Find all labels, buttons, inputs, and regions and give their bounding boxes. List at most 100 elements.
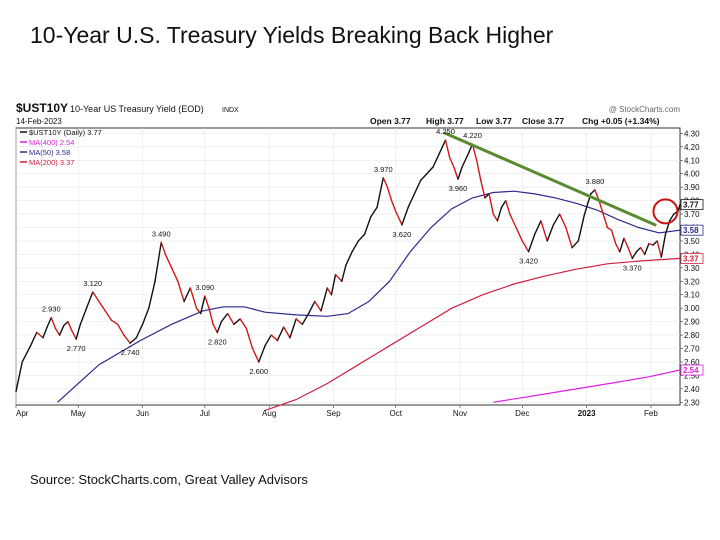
price-segment xyxy=(448,156,455,168)
highlight-circle xyxy=(652,198,679,225)
price-segment xyxy=(546,224,555,242)
y-tick-label: 2.80 xyxy=(684,331,700,340)
price-segment xyxy=(135,323,144,339)
x-tick-label: Oct xyxy=(389,409,402,418)
price-segment xyxy=(54,327,61,336)
ohlc-open: Open 3.77 xyxy=(370,116,411,126)
point-label: 3.420 xyxy=(519,257,538,266)
series-group xyxy=(15,131,681,411)
price-segment xyxy=(363,216,372,235)
price-segment xyxy=(307,300,316,315)
chart-date: 14-Feb-2023 xyxy=(16,117,62,126)
x-tick-label: Nov xyxy=(453,409,467,418)
price-segment xyxy=(334,273,343,282)
point-label: 3.970 xyxy=(374,165,393,174)
legend-label: MA(50) 3.58 xyxy=(29,148,70,157)
price-segment xyxy=(426,166,434,175)
point-label: 2.740 xyxy=(121,348,140,357)
x-tick-label: Jun xyxy=(136,409,149,418)
source-note: Source: StockCharts.com, Great Valley Ad… xyxy=(30,472,308,487)
point-label: 3.960 xyxy=(449,184,468,193)
price-segment xyxy=(475,159,482,182)
price-segment xyxy=(75,323,82,340)
y-tick-label: 2.30 xyxy=(684,398,700,407)
chart-symbol: $UST10Y xyxy=(16,101,68,115)
ohlc-low: Low 3.77 xyxy=(476,116,512,126)
price-segment xyxy=(276,326,285,342)
price-segment xyxy=(571,240,580,249)
point-label: 3.120 xyxy=(83,279,102,288)
slide-title: 10-Year U.S. Treasury Yields Breaking Ba… xyxy=(30,22,554,48)
x-tick-label: Dec xyxy=(515,409,529,418)
price-segment xyxy=(92,291,100,303)
right-marker-label: 3.77 xyxy=(683,201,699,210)
price-segment xyxy=(341,264,347,282)
price-segment xyxy=(484,193,490,199)
price-segment xyxy=(330,273,337,296)
right-marker-box xyxy=(680,364,704,376)
y-axis: 4.304.204.104.003.903.803.703.603.503.40… xyxy=(680,129,700,407)
x-tick-label: Sep xyxy=(326,409,341,418)
price-segment xyxy=(577,213,586,242)
legend-label: MA(400) 2.54 xyxy=(29,138,74,147)
price-segment xyxy=(164,253,173,269)
price-segment xyxy=(183,287,192,303)
price-segment xyxy=(351,240,360,253)
price-segment xyxy=(301,312,310,326)
point-label: 2.820 xyxy=(208,337,227,346)
ohlc-close: Close 3.77 xyxy=(522,116,564,126)
price-segment xyxy=(141,307,150,326)
price-segment xyxy=(189,287,198,309)
price-segment xyxy=(116,323,125,336)
price-segment xyxy=(177,280,185,303)
price-segment xyxy=(401,206,409,226)
price-segment xyxy=(289,318,297,339)
price-segment xyxy=(610,229,617,245)
y-tick-label: 2.40 xyxy=(684,385,700,394)
stockcharts-watermark: @ StockCharts.com xyxy=(609,105,681,114)
legend-label: $UST10Y (Daily) 3.77 xyxy=(29,128,102,137)
chart-header: $UST10Y 10-Year US Treasury Yield (EOD) … xyxy=(16,101,680,126)
price-segment xyxy=(627,246,633,260)
y-tick-label: 4.30 xyxy=(684,129,700,138)
price-segment xyxy=(492,213,499,222)
price-segment xyxy=(407,193,416,209)
grid xyxy=(15,128,680,405)
price-segment xyxy=(29,331,38,347)
y-tick-label: 2.70 xyxy=(684,345,700,354)
price-segment xyxy=(160,241,167,256)
chart-name: 10-Year US Treasury Yield (EOD) xyxy=(70,104,204,114)
price-segment xyxy=(63,320,69,327)
price-segment xyxy=(199,295,206,315)
price-segment xyxy=(614,242,621,253)
y-tick-label: 3.70 xyxy=(684,210,700,219)
price-segment xyxy=(453,166,459,180)
price-segment xyxy=(619,237,625,253)
price-segment xyxy=(488,193,494,215)
price-segment xyxy=(461,152,470,168)
y-tick-label: 3.00 xyxy=(684,304,700,313)
price-segment xyxy=(558,213,567,229)
price-segment xyxy=(660,233,667,258)
price-segment xyxy=(251,347,260,363)
price-segment xyxy=(432,152,440,168)
x-tick-label: May xyxy=(71,409,86,418)
price-segment xyxy=(104,310,113,321)
price-segment xyxy=(515,226,523,242)
price-segment xyxy=(71,330,77,340)
right-marker-label: 2.54 xyxy=(683,366,699,375)
point-label: 2.770 xyxy=(67,344,86,353)
y-tick-label: 2.50 xyxy=(684,371,700,380)
price-segment xyxy=(444,139,451,159)
price-segment xyxy=(245,327,254,350)
price-segment xyxy=(208,307,214,326)
price-segment xyxy=(46,316,52,328)
price-segment xyxy=(98,300,106,312)
right-markers: 3.77 3.58 3.37 2.54 xyxy=(680,199,704,376)
price-segment xyxy=(590,189,596,195)
price-segment xyxy=(565,226,573,249)
ohlc-change: Chg +0.05 (+1.34%) xyxy=(582,116,660,126)
price-segment xyxy=(233,318,241,326)
price-segment xyxy=(226,312,235,326)
